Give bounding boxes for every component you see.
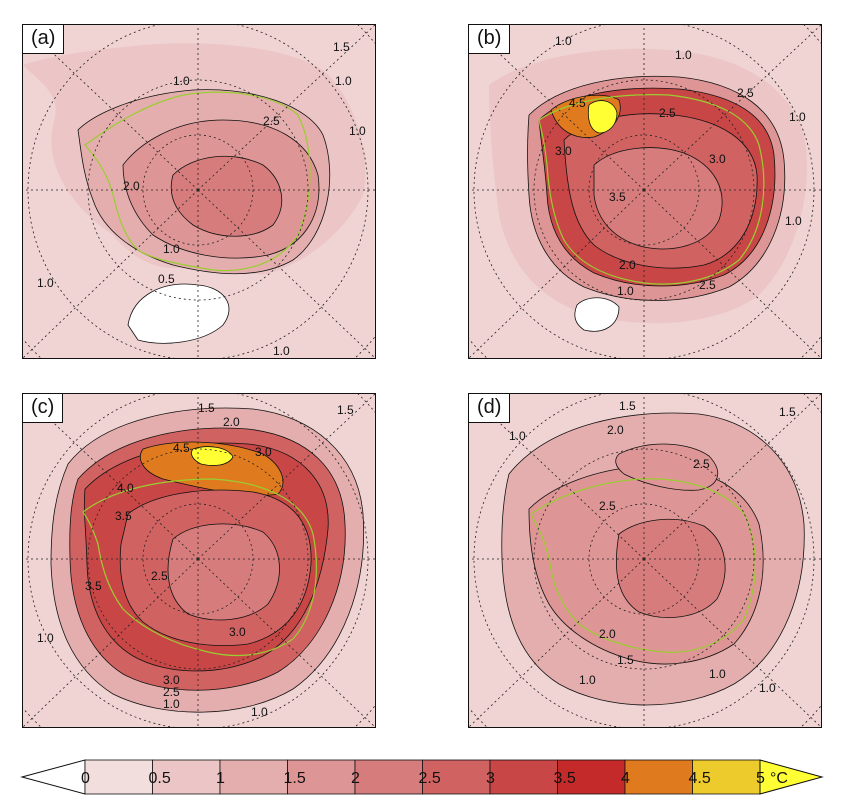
contour-label: 3.5 bbox=[85, 579, 102, 593]
contour-label: 1.5 bbox=[337, 403, 354, 417]
colorbar-box bbox=[354, 759, 423, 795]
contour-label: 1.0 bbox=[759, 681, 776, 695]
panel-label: (c) bbox=[23, 394, 64, 423]
colorbar-box bbox=[624, 759, 693, 795]
contour-label: 4.5 bbox=[569, 96, 586, 110]
contour-label: 2.0 bbox=[123, 179, 140, 193]
contour-label: 1.0 bbox=[273, 344, 290, 358]
contour-label: 1.0 bbox=[675, 48, 692, 62]
contour-label: 1.0 bbox=[251, 705, 268, 719]
map-d: 1.5 2.0 1.0 2.5 1.5 2.5 2.0 1.5 1.0 1.0 … bbox=[469, 394, 821, 727]
contour-label: 1.0 bbox=[785, 214, 802, 228]
contour-label: 1.0 bbox=[617, 284, 634, 298]
contour-label: 1.0 bbox=[509, 429, 526, 443]
colorbar-tick-label: 2 bbox=[351, 770, 360, 787]
contour-label: 1.0 bbox=[579, 673, 596, 687]
contour-label: 4.0 bbox=[117, 481, 134, 495]
colorbar-box bbox=[84, 759, 153, 795]
contour-label: 1.5 bbox=[198, 401, 215, 415]
contour-label: 1.0 bbox=[789, 110, 806, 124]
contour-label: 2.5 bbox=[659, 106, 676, 120]
colorbar-tick-label: 0.5 bbox=[149, 770, 171, 787]
colorbar-tick-label: 4.5 bbox=[689, 770, 711, 787]
colorbar-tick-label: 3 bbox=[486, 770, 495, 787]
contour-label: 1.0 bbox=[163, 697, 180, 711]
contour-label: 2.0 bbox=[619, 258, 636, 272]
contour-label: 2.0 bbox=[223, 415, 240, 429]
contour-label: 2.0 bbox=[599, 627, 616, 641]
colorbar-tick-label: 4 bbox=[621, 770, 630, 787]
contour-label: 3.0 bbox=[255, 445, 272, 459]
contour-label: 2.5 bbox=[599, 499, 616, 513]
colorbar-tick-label: 5 bbox=[756, 770, 765, 787]
contour-label: 1.0 bbox=[37, 631, 54, 645]
map-c: 1.5 1.5 2.0 4.5 3.0 4.0 3.5 2.5 3.0 3.5 … bbox=[23, 394, 375, 727]
contour-label: 1.0 bbox=[37, 276, 54, 290]
contour-label: 3.0 bbox=[229, 625, 246, 639]
contour-label: 3.5 bbox=[115, 509, 132, 523]
contour-label: 1.0 bbox=[349, 124, 366, 138]
contour-label: 1.5 bbox=[619, 399, 636, 413]
contour-label: 4.5 bbox=[173, 441, 190, 455]
contour-label: 1.5 bbox=[333, 40, 350, 54]
colorbar-box bbox=[489, 759, 558, 795]
contour-label: 1.5 bbox=[779, 405, 796, 419]
contour-label: 0.5 bbox=[158, 272, 175, 286]
map-b: 1.0 1.0 1.0 2.5 2.5 4.5 3.0 3.0 3.5 2.0 … bbox=[469, 25, 821, 358]
colorbar-box bbox=[287, 759, 356, 795]
contour-label: 1.0 bbox=[163, 242, 180, 256]
panel-label: (a) bbox=[23, 25, 65, 54]
colorbar-tick-label: 3.5 bbox=[554, 770, 576, 787]
map-panel-a: 1.5 1.0 1.0 1.0 2.5 2.0 1.0 0.5 1.0 1.0 … bbox=[22, 24, 376, 359]
colorbar-box bbox=[692, 759, 761, 795]
colorbar-boxes bbox=[20, 759, 824, 795]
colorbar-tick-label: 2.5 bbox=[419, 770, 441, 787]
contour-label: 2.5 bbox=[699, 278, 716, 292]
contour-label: 1.5 bbox=[617, 653, 634, 667]
map-a: 1.5 1.0 1.0 1.0 2.5 2.0 1.0 0.5 1.0 1.0 bbox=[23, 25, 375, 358]
colorbar-tick-label: 0 bbox=[81, 770, 90, 787]
colorbar-lower-triangle bbox=[20, 759, 86, 795]
map-panel-b: 1.0 1.0 1.0 2.5 2.5 4.5 3.0 3.0 3.5 2.0 … bbox=[468, 24, 822, 359]
colorbar-tick-label: 1.5 bbox=[284, 770, 306, 787]
contour-label: 1.0 bbox=[555, 34, 572, 48]
contour-label: 2.0 bbox=[607, 423, 624, 437]
map-panel-c: 1.5 1.5 2.0 4.5 3.0 4.0 3.5 2.5 3.0 3.5 … bbox=[22, 393, 376, 728]
contour-label: 2.5 bbox=[737, 86, 754, 100]
contour-label: 3.0 bbox=[709, 152, 726, 166]
panel-label: (d) bbox=[469, 394, 511, 423]
colorbar-tick-label: 1 bbox=[216, 770, 225, 787]
contour-label: 2.5 bbox=[263, 114, 280, 128]
contour-label: 1.0 bbox=[709, 667, 726, 681]
colorbar-tick-labels: 0 0.5 1 1.5 2 2.5 3 3.5 4 4.5 5 °C bbox=[81, 770, 788, 787]
contour-label: 2.5 bbox=[693, 457, 710, 471]
colorbar-box bbox=[219, 759, 288, 795]
contour-label: 3.0 bbox=[555, 144, 572, 158]
map-panel-d: 1.5 2.0 1.0 2.5 1.5 2.5 2.0 1.5 1.0 1.0 … bbox=[468, 393, 822, 728]
colorbar-box bbox=[422, 759, 491, 795]
colorbar-box bbox=[152, 759, 221, 795]
contour-label: 1.0 bbox=[335, 74, 352, 88]
panel-label: (b) bbox=[469, 25, 511, 54]
colorbar-upper-triangle bbox=[759, 759, 824, 795]
contour-label: 2.5 bbox=[163, 685, 180, 699]
contour-label: 3.0 bbox=[163, 673, 180, 687]
contour-label: 3.5 bbox=[609, 190, 626, 204]
contour-label: 1.0 bbox=[173, 74, 190, 88]
colorbar-unit: °C bbox=[770, 770, 788, 787]
contour-label: 2.5 bbox=[151, 569, 168, 583]
colorbar: 0 0.5 1 1.5 2 2.5 3 3.5 4 4.5 5 °C bbox=[20, 759, 824, 795]
